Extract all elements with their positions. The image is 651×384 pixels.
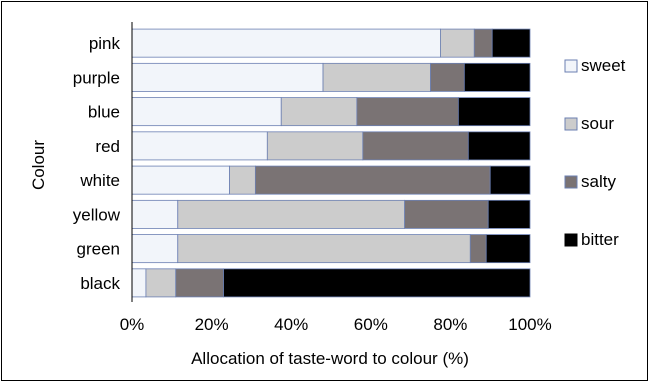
legend-label-salty: salty [581,172,616,191]
category-label-white: white [79,171,120,190]
x-tick-label: 40% [274,315,308,334]
bar-segment-pink-salty [473,28,493,58]
bar-segment-yellow-bitter [487,199,531,229]
category-label-purple: purple [73,68,120,87]
bar-segment-white-sweet [131,165,230,195]
plot-area [131,28,531,298]
bar-segment-yellow-salty [404,199,489,229]
x-tick-label: 0% [120,315,145,334]
bar-segment-purple-salty [430,62,465,92]
bar-segment-black-sweet [131,268,147,298]
bar-segment-white-salty [254,165,491,195]
x-tick-label: 20% [195,315,229,334]
bar-segment-blue-sour [280,97,358,127]
bar-segment-white-bitter [489,165,531,195]
bar-segment-pink-bitter [491,28,531,58]
category-label-green: green [77,240,120,259]
legend-swatch-sour [564,117,578,131]
category-label-pink: pink [89,34,121,53]
bar-segment-red-sweet [131,131,268,161]
bar-segment-white-sour [229,165,256,195]
bar-segment-yellow-sour [177,199,406,229]
legend-swatch-sweet [564,59,578,73]
legend-label-sour: sour [581,114,614,133]
bar-segment-purple-bitter [463,62,531,92]
category-label-black: black [80,274,120,293]
bar-segment-red-sour [266,131,364,161]
y-axis: pink purple blue red white yellow green black [73,22,133,302]
bar-segment-pink-sour [440,28,475,58]
bar-segment-blue-bitter [457,97,531,127]
bar-segment-blue-salty [356,97,459,127]
bar-segment-red-salty [362,131,469,161]
bar-segment-black-bitter [223,268,531,298]
y-axis-title: Colour [29,140,48,190]
bar-segment-black-salty [175,268,224,298]
category-label-blue: blue [88,103,120,122]
legend-label-bitter: bitter [581,230,619,249]
x-tick-label: 80% [433,315,467,334]
legend-swatch-bitter [564,233,578,247]
x-axis: 0% 20% 40% 60% 80% 100% [120,315,552,334]
bar-segment-blue-sweet [131,97,282,127]
x-tick-label: 100% [508,315,551,334]
legend-swatch-salty [564,175,578,189]
bar-segment-green-sweet [131,234,179,264]
bar-segment-green-salty [469,234,487,264]
x-axis-title: Allocation of taste-word to colour (%) [191,349,469,368]
category-label-red: red [95,137,120,156]
legend: sweet sour salty bitter [564,56,626,249]
bar-segment-pink-sweet [131,28,441,58]
bar-segment-green-bitter [485,234,531,264]
bar-segment-yellow-sweet [131,199,179,229]
category-label-yellow: yellow [73,205,121,224]
bar-segment-purple-sour [322,62,431,92]
bar-segment-black-sour [145,268,177,298]
legend-label-sweet: sweet [581,56,626,75]
bar-segment-purple-sweet [131,62,324,92]
bar-segment-green-sour [177,234,471,264]
x-tick-label: 60% [354,315,388,334]
bar-segment-red-bitter [467,131,531,161]
